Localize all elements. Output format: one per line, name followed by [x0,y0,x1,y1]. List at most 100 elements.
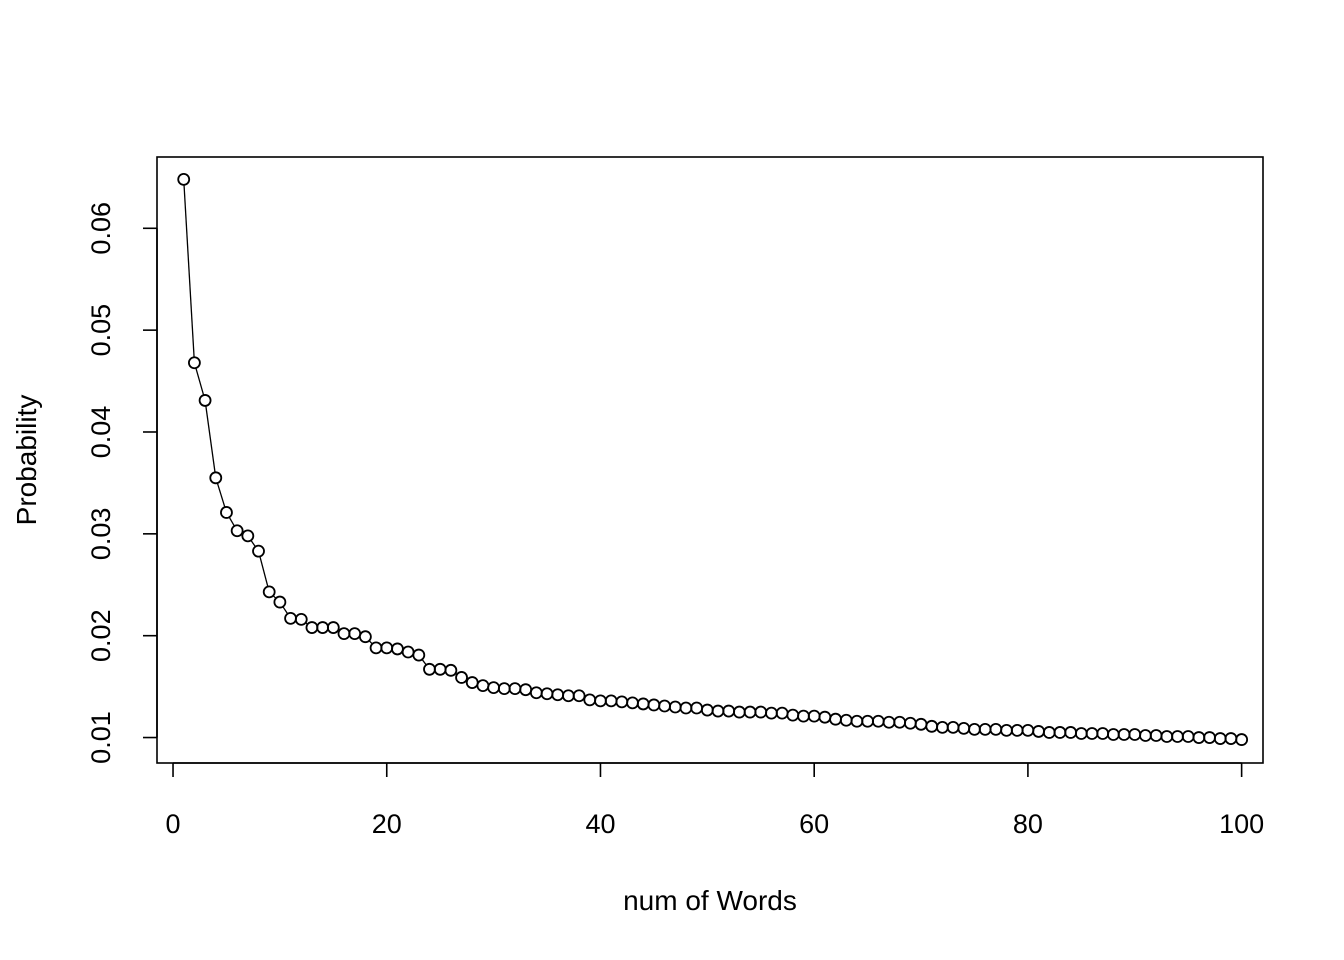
series-segment [259,556,269,587]
data-point [679,701,693,715]
series-segment [228,516,235,527]
data-point [1181,730,1195,743]
data-point [262,585,276,599]
data-point [177,173,191,186]
data-point [914,717,928,731]
data-point [252,544,265,558]
data-point [1149,729,1163,742]
data-point [198,394,212,407]
data-point [572,689,586,703]
data-point [1074,727,1088,740]
y-tick-label: 0.05 [86,304,116,357]
data-point [1053,726,1067,739]
data-point [188,356,201,370]
x-axis-title: num of Words [623,885,797,916]
data-point [658,699,671,713]
data-point [391,642,404,656]
data-point [786,708,800,722]
data-point [636,697,650,711]
data-point [540,687,554,701]
data-point [711,704,725,718]
data-point [1192,731,1206,744]
data-point [1117,728,1131,741]
data-point [1213,732,1227,745]
data-point [968,722,981,736]
data-point [1010,724,1024,737]
y-tick-label: 0.02 [86,609,116,662]
data-point [316,621,330,634]
data-point [668,700,682,714]
data-point [861,714,875,728]
data-point [743,705,757,719]
data-point [615,695,629,709]
data-point [433,662,447,676]
series-segment [250,540,256,548]
series-segment [183,184,195,358]
y-tick-label: 0.06 [86,202,116,255]
data-point [1128,728,1142,741]
data-point [765,706,778,720]
x-axis: 0 20 40 60 80 100 [166,762,1264,839]
data-point [1203,731,1216,744]
data-point [1096,727,1110,740]
data-point [508,682,522,696]
x-tick-label: 0 [166,809,181,839]
data-point [829,712,842,726]
data-point [294,612,308,626]
data-point [1000,724,1013,737]
data-point [551,688,565,702]
data-point [690,701,704,715]
data-point [444,663,458,677]
data-point [423,662,436,676]
data-point [487,681,501,695]
series-segment [205,405,216,473]
series-segment [195,367,205,396]
data-point [230,524,244,538]
data-point [594,694,607,708]
data-point [978,722,992,736]
y-axis-title: Probability [11,395,42,526]
data-point [1106,728,1120,741]
x-tick-label: 20 [372,809,402,839]
data-point [497,682,511,696]
data-point [1032,725,1045,738]
data-point [850,714,864,728]
data-point [1160,730,1174,743]
data-point [1021,724,1035,737]
data-point [583,693,597,707]
series-segment [216,482,226,508]
data-point [401,645,415,659]
data-point [903,716,917,730]
data-point [358,630,372,644]
data-point [455,671,468,684]
data-point [775,706,789,720]
data-point [1085,727,1099,740]
series-segment [282,606,289,615]
data-point [754,705,768,719]
data-point [1235,733,1249,746]
data-point [476,679,490,692]
data-point [519,683,533,697]
data-point [529,686,543,700]
data-point [209,471,223,485]
data-point [348,627,362,641]
data-point [818,710,832,724]
series-segment [421,659,427,666]
data-point [562,689,575,703]
data-point [957,721,971,735]
data-point [925,719,939,733]
data-point [465,676,479,689]
x-tick-label: 40 [585,809,615,839]
data-point [1139,729,1152,742]
y-tick-label: 0.01 [86,711,116,764]
data-point [284,611,297,625]
data-point [893,715,907,729]
data-point [604,694,618,708]
data-point [220,506,233,519]
data-point [797,709,810,723]
data-point [1042,726,1056,739]
series-probability [177,173,1249,746]
data-point [380,641,394,655]
data-point [722,704,736,718]
